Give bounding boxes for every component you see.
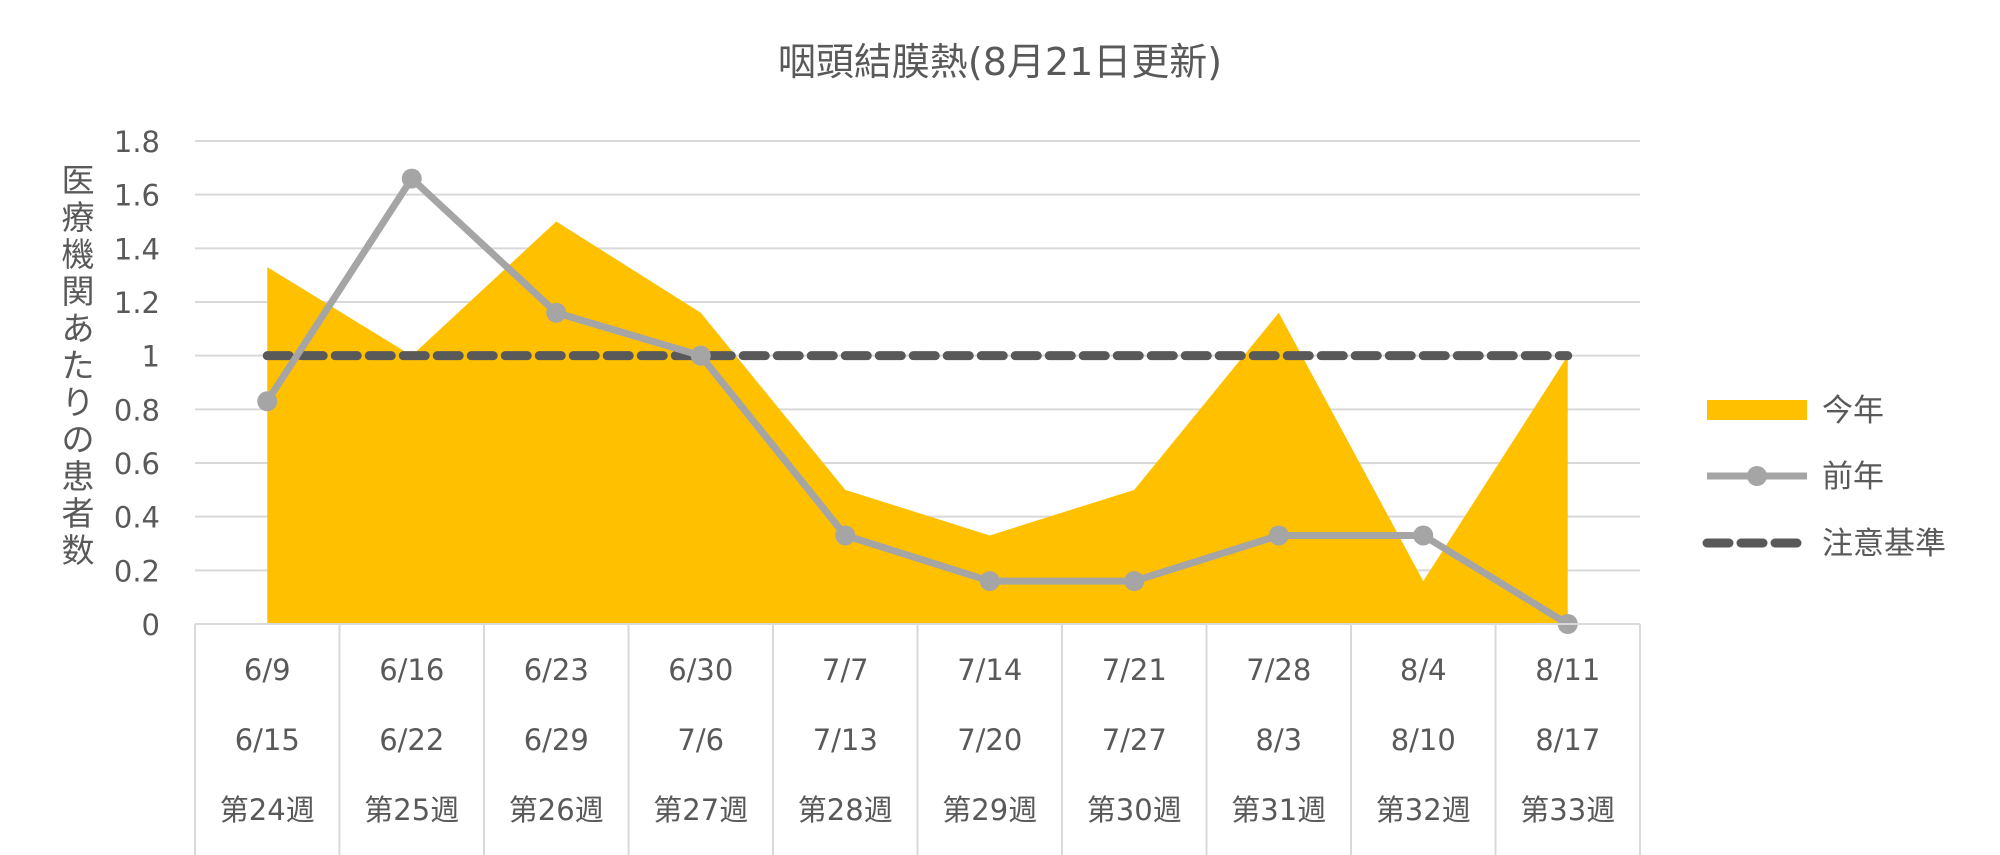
x-tick-label-end: 7/13 [813,723,878,757]
y-tick-label: 0.2 [114,554,160,588]
x-tick-label-start: 7/7 [822,653,869,687]
line-last-year-point [690,345,711,366]
x-tick-label-start: 7/28 [1246,653,1311,687]
y-tick-label: 0.4 [114,501,160,535]
y-axis-label-char: 者 [62,494,95,533]
x-tick-label-week: 第33週 [1520,793,1615,827]
legend-item: 前年 [1707,459,1884,495]
y-tick-label: 0.8 [114,393,160,427]
legend-item: 注意基準 [1702,526,1946,562]
line-last-year-point [979,571,1000,592]
x-tick-label-start: 8/4 [1400,653,1447,687]
x-tick-label-start: 6/16 [379,653,444,687]
x-tick-label-week: 第24週 [220,793,315,827]
x-tick-label-week: 第28週 [798,793,893,827]
area-series [267,221,1568,624]
x-tick-label-end: 7/20 [957,723,1022,757]
x-tick-label-week: 第32週 [1376,793,1471,827]
legend-label: 前年 [1822,459,1884,495]
x-tick-label-end: 7/6 [677,723,724,757]
axes: 0 0.2 0.4 0.6 0.8 1 1.2 1.4 1.6 1.8 6/9 6/15 第24週 6/1… [114,125,1641,855]
x-tick-label-start: 6/9 [244,653,291,687]
y-axis-label-char: 療 [62,198,95,237]
line-last-year-point [257,391,278,412]
legend-label: 今年 [1822,393,1884,429]
y-axis-label-char: り [62,383,95,422]
line-series [257,168,1578,634]
y-axis-label-char: の [62,420,95,459]
x-tick-label-week: 第26週 [509,793,604,827]
line-last-year-point [1413,525,1434,546]
y-axis-label-char: 医 [62,161,95,200]
y-tick-label: 1 [142,340,160,374]
y-tick-label: 1.6 [114,179,160,213]
x-tick-label-week: 第31週 [1231,793,1326,827]
y-tick-label: 1.4 [114,232,160,266]
y-tick-label: 0 [142,608,160,642]
y-axis-label-char: た [62,346,95,385]
line-last-year-point [1124,571,1145,592]
legend-swatch-area [1707,400,1807,420]
x-tick-label-end: 6/22 [379,723,444,757]
x-tick-label-start: 7/14 [957,653,1022,687]
x-tick-label-week: 第27週 [653,793,748,827]
x-tick-label-end: 7/27 [1102,723,1167,757]
x-tick-label-start: 6/23 [524,653,589,687]
x-tick-label-week: 第25週 [364,793,459,827]
legend-label: 注意基準 [1822,526,1946,562]
y-axis-label-char: 患 [62,457,95,496]
line-last-year [264,175,1570,627]
line-last-year-point [1268,525,1289,546]
x-tick-label-end: 8/3 [1255,723,1302,757]
line-last-year-point [546,302,567,323]
line-last-year-point [401,168,422,189]
y-tick-label: 0.6 [114,447,160,481]
line-last-year-point [835,525,856,546]
legend-swatch-marker [1747,466,1767,486]
x-tick-label-week: 第30週 [1087,793,1182,827]
y-axis-label-char: 機 [62,235,95,274]
x-tick-label-week: 第29週 [942,793,1037,827]
y-tick-label: 1.8 [114,125,160,159]
x-tick-label-end: 6/29 [524,723,589,757]
y-axis-label-char: あ [62,309,95,348]
x-tick-label-start: 8/11 [1535,653,1600,687]
legend-item: 今年 [1707,393,1884,429]
x-tick-label-start: 6/30 [668,653,733,687]
x-tick-label-end: 6/15 [235,723,300,757]
y-axis-label-char: 数 [62,531,95,570]
y-tick-label: 1.2 [114,286,160,320]
x-tick-label-end: 8/10 [1391,723,1456,757]
area-this-year [267,221,1568,624]
x-tick-label-start: 7/21 [1102,653,1167,687]
chart-title: 咽頭結膜熱(8月21日更新) [778,40,1222,84]
x-tick-label-end: 8/17 [1535,723,1600,757]
y-axis-label-char: 関 [62,272,95,311]
